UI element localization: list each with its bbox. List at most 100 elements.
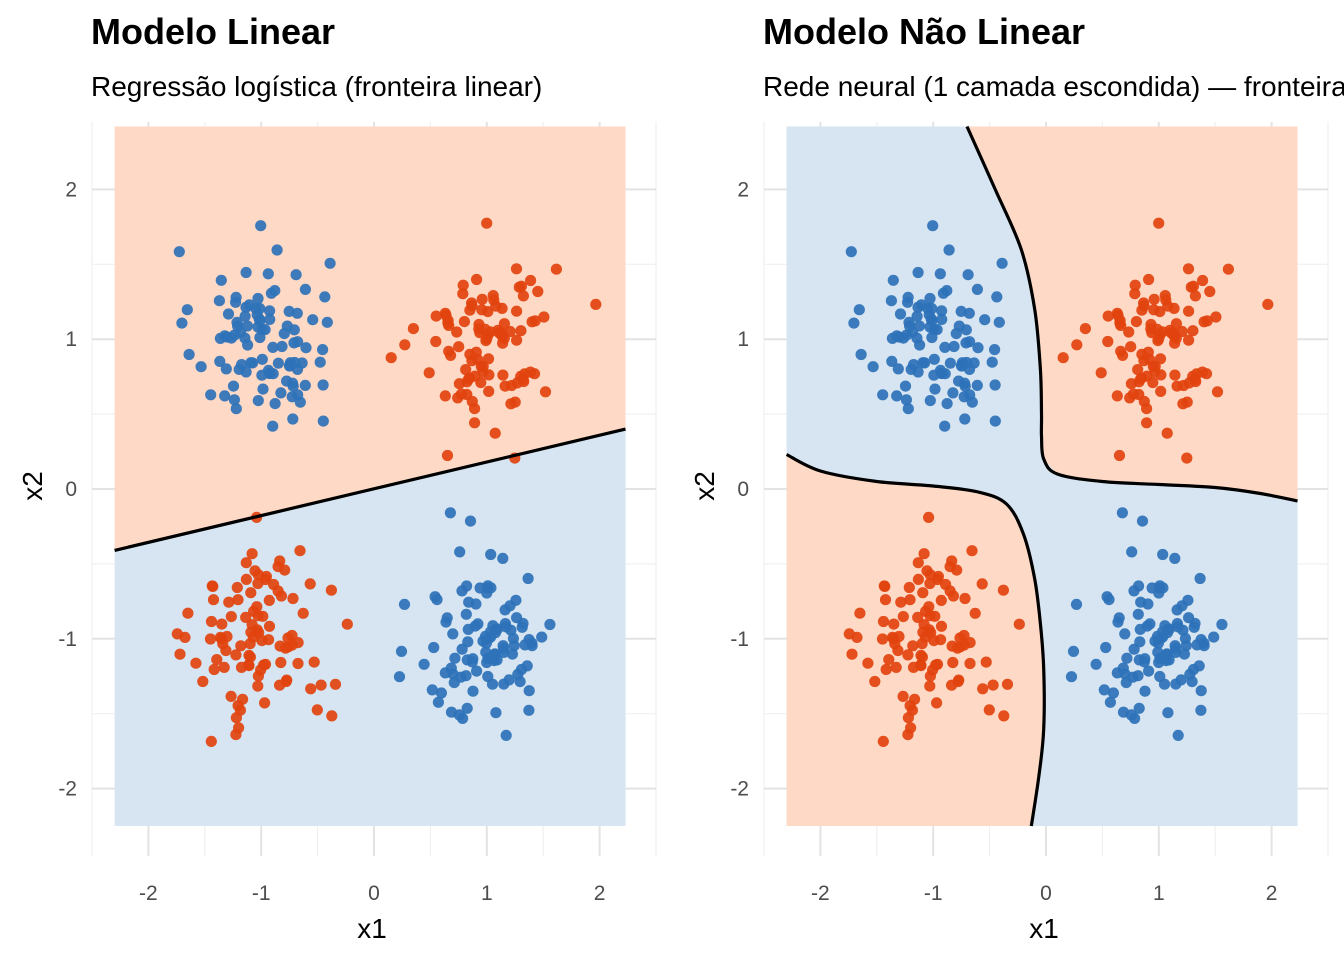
data-point-orange	[912, 611, 924, 624]
data-point-blue	[1119, 628, 1131, 640]
linear-model-subtitle: Regressão logística (fronteira linear)	[91, 71, 542, 102]
data-point-orange	[481, 333, 493, 345]
data-point-blue	[1176, 600, 1188, 612]
data-point-orange	[1169, 369, 1181, 381]
data-point-orange	[407, 323, 419, 335]
data-point-orange	[473, 323, 485, 335]
data-point-blue	[1090, 658, 1102, 670]
data-point-blue	[255, 220, 267, 232]
data-point-orange	[445, 349, 457, 361]
data-point-blue	[215, 274, 227, 286]
data-point-blue	[292, 389, 304, 401]
data-point-blue	[887, 274, 899, 286]
data-point-blue	[1152, 646, 1164, 658]
data-point-orange	[476, 304, 488, 316]
data-point-orange	[515, 280, 528, 292]
data-point-blue	[939, 420, 951, 432]
data-point-orange	[453, 341, 465, 353]
data-point-blue	[939, 341, 951, 353]
data-point-orange	[1176, 325, 1188, 338]
data-point-blue	[254, 302, 266, 315]
data-point-blue	[993, 316, 1005, 328]
data-point-blue	[1098, 684, 1110, 696]
data-point-orange	[1210, 311, 1222, 323]
data-point-orange	[297, 607, 309, 619]
data-point-orange	[464, 372, 476, 384]
data-point-orange	[292, 657, 304, 670]
data-point-orange	[1132, 364, 1144, 376]
data-point-blue	[1132, 608, 1144, 620]
data-point-blue	[962, 269, 974, 281]
data-point-blue	[471, 665, 483, 677]
data-point-orange	[897, 690, 909, 703]
data-point-orange	[515, 325, 527, 337]
data-point-blue	[482, 670, 494, 683]
data-point-blue	[911, 310, 923, 322]
x-tick-label: -1	[924, 882, 943, 905]
data-point-blue	[959, 413, 971, 425]
data-point-orange	[240, 557, 252, 569]
data-point-blue	[393, 671, 406, 683]
y-tick-label: 1	[65, 328, 77, 351]
data-point-blue	[960, 337, 972, 349]
data-point-blue	[467, 653, 479, 665]
data-point-blue	[902, 403, 914, 415]
data-point-orange	[237, 693, 249, 705]
data-point-orange	[980, 656, 992, 668]
data-point-blue	[936, 367, 948, 380]
data-point-blue	[522, 572, 534, 585]
nonlinear-model-x-label: x1	[1029, 913, 1059, 944]
data-point-blue	[1103, 594, 1115, 606]
data-point-orange	[917, 626, 929, 638]
data-point-blue	[467, 685, 479, 697]
data-point-blue	[220, 363, 232, 375]
region-orange	[114, 126, 626, 551]
data-point-orange	[182, 607, 194, 619]
data-point-orange	[341, 618, 353, 630]
data-point-orange	[997, 584, 1010, 596]
nonlinear-model-y-label: x2	[689, 471, 720, 501]
data-point-blue	[490, 623, 502, 635]
data-point-blue	[996, 257, 1008, 269]
data-point-orange	[951, 642, 964, 654]
data-point-blue	[913, 320, 926, 332]
data-point-blue	[1162, 707, 1174, 719]
data-point-blue	[1208, 631, 1220, 643]
data-point-orange	[1197, 274, 1209, 287]
data-point-orange	[205, 615, 218, 628]
data-point-blue	[205, 389, 217, 401]
data-point-blue	[544, 618, 556, 631]
linear-model-points	[171, 217, 602, 748]
data-point-orange	[877, 735, 889, 748]
data-point-orange	[235, 640, 247, 652]
data-point-orange	[1114, 317, 1126, 329]
data-point-orange	[492, 324, 504, 336]
data-point-orange	[1129, 288, 1141, 300]
data-point-blue	[480, 637, 492, 650]
data-point-blue	[1186, 676, 1198, 688]
data-point-orange	[1111, 307, 1123, 319]
data-point-orange	[455, 388, 467, 400]
data-point-blue	[1100, 641, 1112, 654]
data-point-blue	[288, 337, 300, 349]
data-point-blue	[1194, 572, 1206, 585]
data-point-blue	[510, 612, 523, 624]
data-point-blue	[526, 640, 538, 652]
data-point-blue	[276, 340, 288, 353]
data-point-orange	[252, 680, 264, 692]
data-point-orange	[1178, 379, 1190, 392]
data-point-orange	[1143, 273, 1155, 286]
data-point-blue	[915, 299, 928, 311]
data-point-orange	[1153, 217, 1165, 229]
data-point-blue	[1163, 654, 1175, 666]
data-point-orange	[466, 300, 478, 312]
data-point-blue	[927, 220, 939, 232]
data-point-blue	[1134, 636, 1146, 648]
data-point-orange	[1155, 385, 1167, 397]
data-point-orange	[216, 618, 228, 630]
data-point-orange	[517, 290, 530, 302]
data-point-orange	[263, 620, 276, 632]
data-point-blue	[1169, 640, 1181, 652]
data-point-blue	[455, 671, 467, 683]
data-point-orange	[932, 573, 944, 586]
